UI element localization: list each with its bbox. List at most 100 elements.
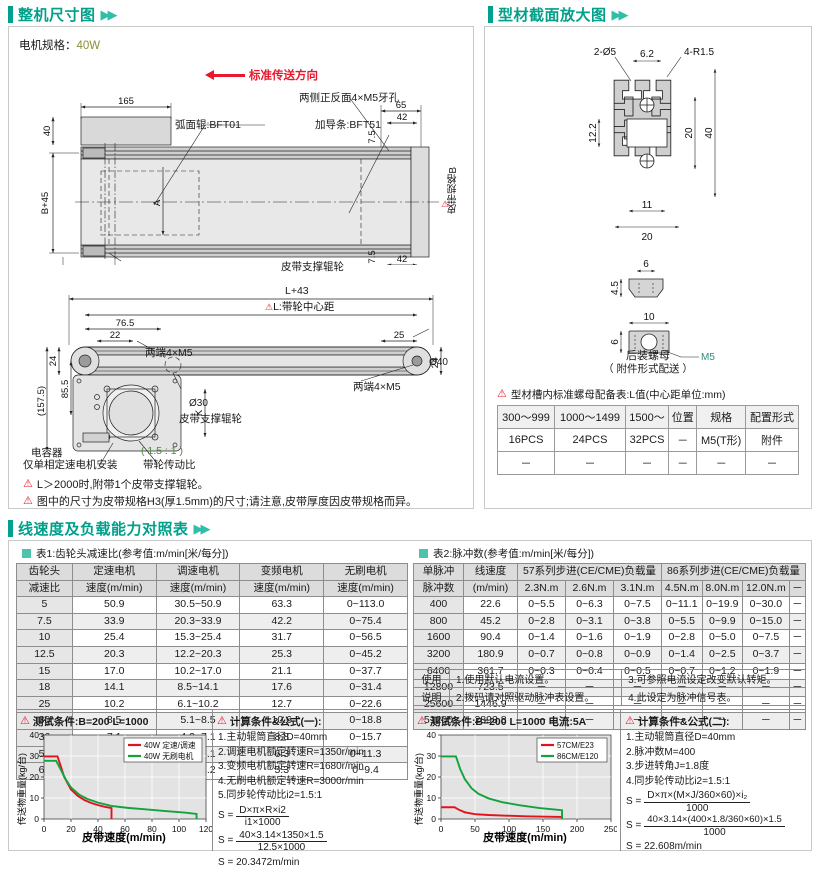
table-cell: 8.5~14.1 <box>156 680 240 697</box>
table2-caption: 表2:脉冲数(参考值:m/min[米/每分]) <box>433 546 594 561</box>
column-header: 脉冲数 <box>414 580 464 597</box>
column-header: (m/min) <box>464 580 518 597</box>
warning-icon: ⚠ <box>23 496 33 507</box>
column-subheader: 速度(m/min) <box>324 580 408 597</box>
pulley-ratio-value: ( 1.5 : 1 ) <box>141 445 183 457</box>
table-cell: 42.2 <box>240 613 324 630</box>
note-text: 图中的尺寸为皮带规格H3(厚1.5mm)的尺寸;请注意,皮带厚度因皮带规格而异。 <box>37 496 417 510</box>
table-cell: 0~1.4 <box>518 630 566 647</box>
column-header: 86系列步进(CE/CME)负载量 <box>661 564 805 581</box>
direction-label: 标准传送方向 <box>249 67 318 83</box>
table-cell: － <box>697 452 746 475</box>
gear-ratio-cell: 10 <box>17 630 73 647</box>
denominator: 12.5×1000 <box>255 842 309 854</box>
table-cell: 63.3 <box>240 597 324 614</box>
table-cell: 0~5.5 <box>661 613 702 630</box>
nut-table-title: 型材槽内标准螺母配备表:L值(中心距单位:mm) <box>511 387 726 402</box>
section-header-profile-section: 型材截面放大图 ▶▶ <box>488 4 626 25</box>
table-cell: 0~0.9 <box>613 646 661 663</box>
table-cell: 45.2 <box>464 613 518 630</box>
dim-12-2: 12.2 <box>588 123 599 143</box>
column-subheader: 速度(m/min) <box>72 580 156 597</box>
usage-note-1: 1.使用默认电流设置。 <box>450 670 622 688</box>
usage-notes-block: 使用 1.使用默认电流设置。 3.可参照电流设定改变默认转矩。 说明 2.拨码请… <box>413 669 806 706</box>
formula2-item: 1.主动辊筒直径D=40mm <box>626 731 806 746</box>
dim-25: 25 <box>394 330 405 341</box>
table-cell: 33.9 <box>72 613 156 630</box>
formula2-eq2-lhs: S = <box>626 819 641 834</box>
formula1-item: 5.同步轮传动比i2=1.5:1 <box>218 789 408 804</box>
dim-A: A <box>152 199 163 206</box>
formula2-eq1: S = D×π×(M×J/360×60)×i₂ 1000 <box>626 790 806 814</box>
y-tick-label: 10 <box>30 793 40 803</box>
usage-notes-table: 使用 1.使用默认电流设置。 3.可参照电流设定改变默认转矩。 说明 2.拨码请… <box>413 669 806 706</box>
callout-capacitor-note: 仅单相定速电机安装 <box>23 457 118 472</box>
formula1-item: 2.调速电机额定转速R=1350r/min <box>218 746 408 761</box>
column-header: 8.0N.m <box>702 580 743 597</box>
motor-spec: 电机规格：40W <box>19 37 100 53</box>
table-cell: 0~2.5 <box>702 646 743 663</box>
extrusion-profile-drawing: 2-Ø5 6.2 4-R1.5 12.2 20 40 11 20 <box>569 47 769 247</box>
table-cell: 0~11.1 <box>661 597 702 614</box>
table-cell: 31.7 <box>240 630 324 647</box>
x-tick-label: 50 <box>470 824 480 834</box>
table-cell: － <box>789 597 805 614</box>
warning-icon: ⚠ <box>497 389 507 400</box>
formula2-item: 2.脉冲数M=400 <box>626 746 806 761</box>
table-cell: 25.3 <box>240 646 324 663</box>
section-header-dimension-drawing: 整机尺寸图 ▶▶ <box>8 4 115 25</box>
pulse-count-cell: 3200 <box>414 646 464 663</box>
table-cell: 0~30.0 <box>743 597 790 614</box>
table-cell: 0~2.8 <box>518 613 566 630</box>
square-bullet-icon <box>22 549 31 558</box>
dim-22: 22 <box>110 330 121 341</box>
dim-4-r1-5: 4-R1.5 <box>684 47 714 58</box>
formula2-eq1-lhs: S = <box>626 795 641 810</box>
dim-7-5-bottom: 7.5 <box>367 250 378 263</box>
dim-dia-40: Ø40 <box>429 357 448 368</box>
formula2-cell: ⚠ 计算条件&公式(二): 1.主动辊筒直径D=40mm 2.脉冲数M=400 … <box>620 709 806 851</box>
callout-pulley-center-distance: ⚠L:带轮中心距 <box>265 299 334 314</box>
column-header: 单脉冲 <box>414 564 464 581</box>
table-cell: 16PCS <box>498 429 555 452</box>
table-cell: 300～999 <box>498 406 555 429</box>
usage-note-2: 2.拨码请对照驱动脉冲表设置。 <box>450 688 622 706</box>
table-cell: － <box>746 452 799 475</box>
table-cell: 0~113.0 <box>324 597 408 614</box>
section-accent-bar <box>488 6 493 23</box>
pulley-ratio-label: 带轮传动比 <box>143 457 196 472</box>
callout-belt-support-roller-top: 皮带支撑辊轮 <box>281 259 344 274</box>
dim-B45: B+45 <box>40 192 51 214</box>
y-tick-label: 20 <box>427 772 437 782</box>
note-item: ⚠ L＞2000时,附带1个皮带支撑辊轮。 <box>23 479 471 493</box>
x-tick-label: 250 <box>604 824 617 834</box>
square-bullet-icon <box>419 549 428 558</box>
formula2-eq1-fraction: D×π×(M×J/360×60)×i₂ 1000 <box>644 790 750 814</box>
dim-20-outer: 20 <box>641 232 653 243</box>
callout-side-holes: 两侧正反面4×M5牙孔 <box>299 90 399 105</box>
formula2-eq2: S = 40×3.14×(400×1.8/360×60)×1.5 1000 <box>626 815 806 838</box>
callout-guide-bar: 加导条:BFT51 <box>315 117 381 132</box>
y-tick-label: 0 <box>34 814 39 824</box>
pulse-count-cell: 800 <box>414 613 464 630</box>
table-cell: 20.3~33.9 <box>156 613 240 630</box>
warning-icon: ⚠ <box>441 199 449 210</box>
table-cell: 0~5.0 <box>702 630 743 647</box>
table-cell: 10.2~17.0 <box>156 663 240 680</box>
column-header: 调速电机 <box>156 564 240 581</box>
numerator: 40×3.14×1350×1.5 <box>236 830 326 843</box>
table-cell: 12.2~20.3 <box>156 646 240 663</box>
gear-ratio-cell: 15 <box>17 663 73 680</box>
table-cell: 规格 <box>697 406 746 429</box>
column-header: 齿轮头 <box>17 564 73 581</box>
dim-7-5-top: 7.5 <box>367 130 378 143</box>
dim-40: 40 <box>704 127 715 139</box>
y-tick-label: 10 <box>427 793 437 803</box>
numerator: D×π×R×i2 <box>236 805 289 818</box>
nut-subtitle: （ 附件形式配送 ） <box>485 361 811 376</box>
